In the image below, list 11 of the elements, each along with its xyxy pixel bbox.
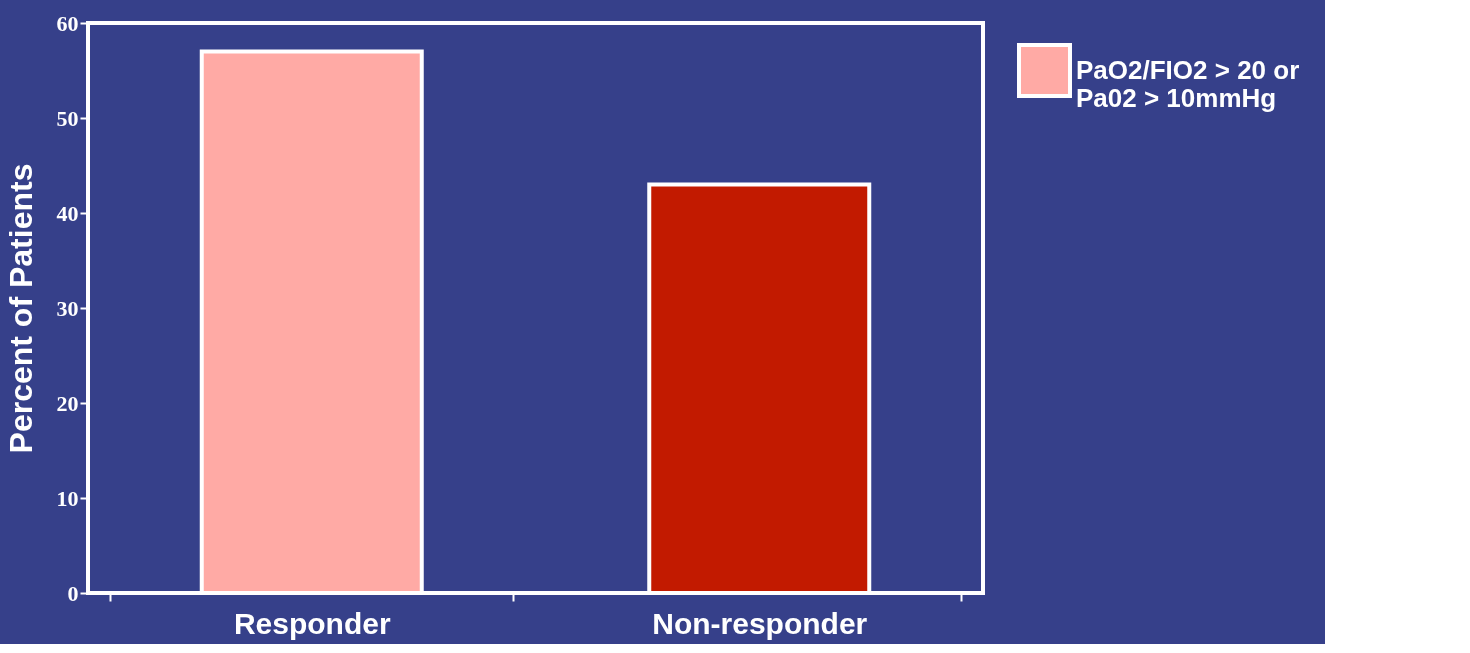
y-tick-label: 50: [56, 105, 79, 131]
y-tick-label: 30: [56, 295, 79, 321]
y-tick-label: 10: [56, 485, 79, 511]
y-tick-label: 0: [67, 580, 79, 606]
x-tick-label: Responder: [233, 606, 391, 640]
x-tick-label: Non-responder: [652, 606, 868, 640]
legend-label: PaO2/FIO2 > 20 or Pa02 > 10mmHg: [1076, 54, 1300, 113]
y-tick-label: 60: [56, 10, 79, 36]
y-tick-label: 20: [56, 390, 79, 416]
y-axis-title: Percent of Patients: [2, 163, 39, 454]
y-tick-label: 40: [56, 200, 79, 226]
